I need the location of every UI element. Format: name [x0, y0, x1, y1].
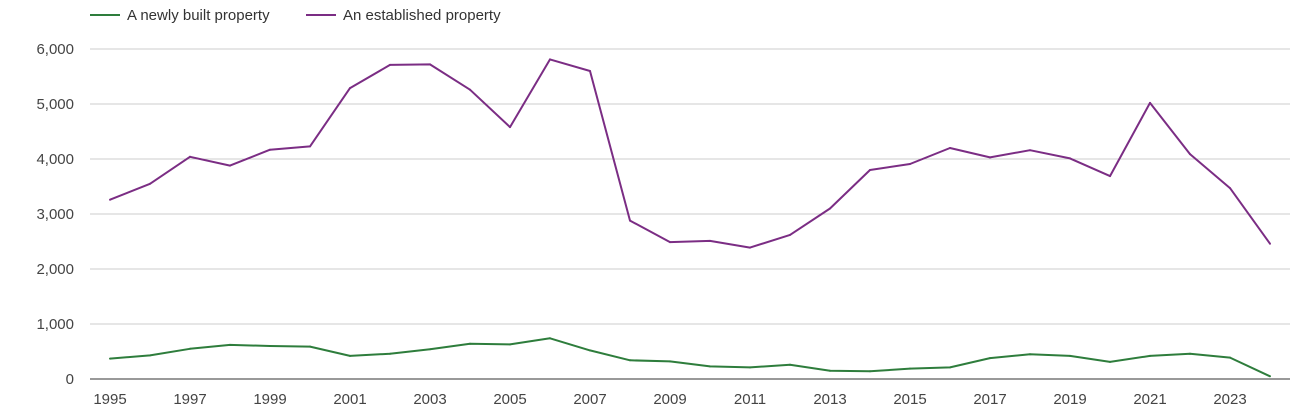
series-1-point-1999	[269, 148, 271, 151]
x-axis: 1995 1997 1999 2001 2003 2005 2007 2009 2011 2013…	[93, 391, 1246, 408]
series-0-point-2001	[349, 354, 351, 357]
series-0-point-2007	[589, 349, 591, 352]
chart-gridlines	[90, 48, 1290, 380]
series-1-point-2016	[949, 147, 951, 149]
x-tick-label-14: 2023	[1213, 391, 1246, 408]
series-1-point-1996	[149, 182, 151, 185]
series-0-point-2003	[429, 348, 431, 351]
y-tick-label-6: 0	[66, 371, 74, 388]
series-1-point-2005	[509, 126, 511, 129]
x-tick-label-6: 2007	[573, 391, 606, 408]
y-axis: 6,000 5,000 4,000 3,000 2,000 1,000 0	[36, 41, 74, 388]
series-0-point-2014	[869, 370, 871, 373]
series-0-point-2021	[1149, 354, 1151, 357]
series-1-point-2003	[429, 63, 431, 66]
series-1-point-2014	[869, 169, 871, 171]
series-1-point-2002	[389, 63, 391, 66]
series-1-point-2000	[309, 145, 311, 148]
x-tick-label-12: 2019	[1053, 391, 1086, 408]
x-tick-label-2: 1999	[253, 391, 286, 408]
series-0-point-2012	[789, 363, 791, 366]
y-tick-label-1: 5,000	[36, 96, 74, 113]
x-tick-label-8: 2011	[734, 391, 766, 408]
chart-series	[109, 58, 1271, 378]
x-tick-label-1: 1997	[173, 391, 206, 408]
x-tick-label-3: 2001	[333, 391, 366, 408]
series-0-point-1998	[229, 343, 231, 346]
x-tick-label-5: 2005	[493, 391, 526, 408]
series-1-point-2020	[1109, 175, 1111, 178]
series-1-point-2007	[589, 70, 591, 72]
series-0-point-2008	[629, 359, 631, 362]
series-0-point-2024	[1269, 375, 1271, 378]
x-tick-label-0: 1995	[93, 391, 126, 408]
series-0-point-2017	[989, 357, 991, 360]
series-1-point-1998	[229, 164, 231, 167]
series-0-point-2004	[469, 342, 471, 345]
y-tick-label-3: 3,000	[36, 206, 74, 223]
series-0-point-2018	[1029, 353, 1031, 356]
series-1-point-2006	[549, 58, 551, 61]
series-0-point-2011	[749, 366, 751, 369]
x-tick-label-7: 2009	[653, 391, 686, 408]
series-0-point-1997	[189, 347, 191, 350]
chart-legend: A newly built property An established pro…	[90, 7, 501, 24]
series-0-point-2019	[1069, 354, 1071, 357]
series-0-point-1995	[109, 357, 111, 360]
series-1-point-2017	[989, 156, 991, 159]
series-1-point-2019	[1069, 157, 1071, 160]
x-tick-label-10: 2015	[893, 391, 926, 408]
series-1-point-2023	[1229, 187, 1231, 190]
series-1-point-2015	[909, 163, 911, 165]
series-0-point-2023	[1229, 356, 1231, 359]
series-0-point-1996	[149, 354, 151, 357]
series-0-point-2002	[389, 352, 391, 355]
series-1-point-2021	[1149, 101, 1151, 104]
x-tick-label-4: 2003	[413, 391, 446, 408]
series-1-point-2008	[629, 219, 631, 222]
x-tick-label-9: 2013	[813, 391, 846, 408]
series-0-point-2013	[829, 369, 831, 372]
series-1-point-2013	[829, 207, 831, 210]
series-1-point-2009	[669, 241, 671, 244]
series-0-point-2006	[549, 337, 551, 340]
series-1-point-2001	[349, 87, 351, 90]
series-0-point-2000	[309, 345, 311, 348]
legend-label-1: An established property	[343, 7, 501, 24]
series-0-point-2009	[669, 360, 671, 363]
series-1-point-2011	[749, 246, 751, 249]
x-tick-label-13: 2021	[1133, 391, 1166, 408]
series-1-point-2018	[1029, 149, 1031, 152]
series-1-point-1995	[109, 198, 111, 201]
series-1-point-1997	[189, 155, 191, 158]
series-0-point-1999	[269, 345, 271, 347]
series-1-point-2004	[469, 88, 471, 91]
y-tick-label-2: 4,000	[36, 151, 74, 168]
series-0-point-2016	[949, 366, 951, 369]
series-1-point-2010	[709, 239, 711, 242]
series-1-point-2022	[1189, 153, 1191, 156]
series-1-point-2012	[789, 233, 791, 236]
series-1-point-2024	[1269, 242, 1271, 245]
series-0-point-2005	[509, 343, 511, 346]
legend-label-0: A newly built property	[127, 7, 270, 24]
series-line-0	[109, 337, 1271, 378]
y-tick-label-5: 1,000	[36, 316, 74, 333]
series-0-point-2015	[909, 367, 911, 370]
series-0-point-2020	[1109, 360, 1111, 363]
series-0-point-2022	[1189, 352, 1191, 355]
series-0-point-2010	[709, 365, 711, 368]
x-tick-label-11: 2017	[973, 391, 1006, 408]
y-tick-label-4: 2,000	[36, 261, 74, 278]
y-tick-label-0: 6,000	[36, 41, 74, 58]
series-line-1	[109, 58, 1271, 249]
